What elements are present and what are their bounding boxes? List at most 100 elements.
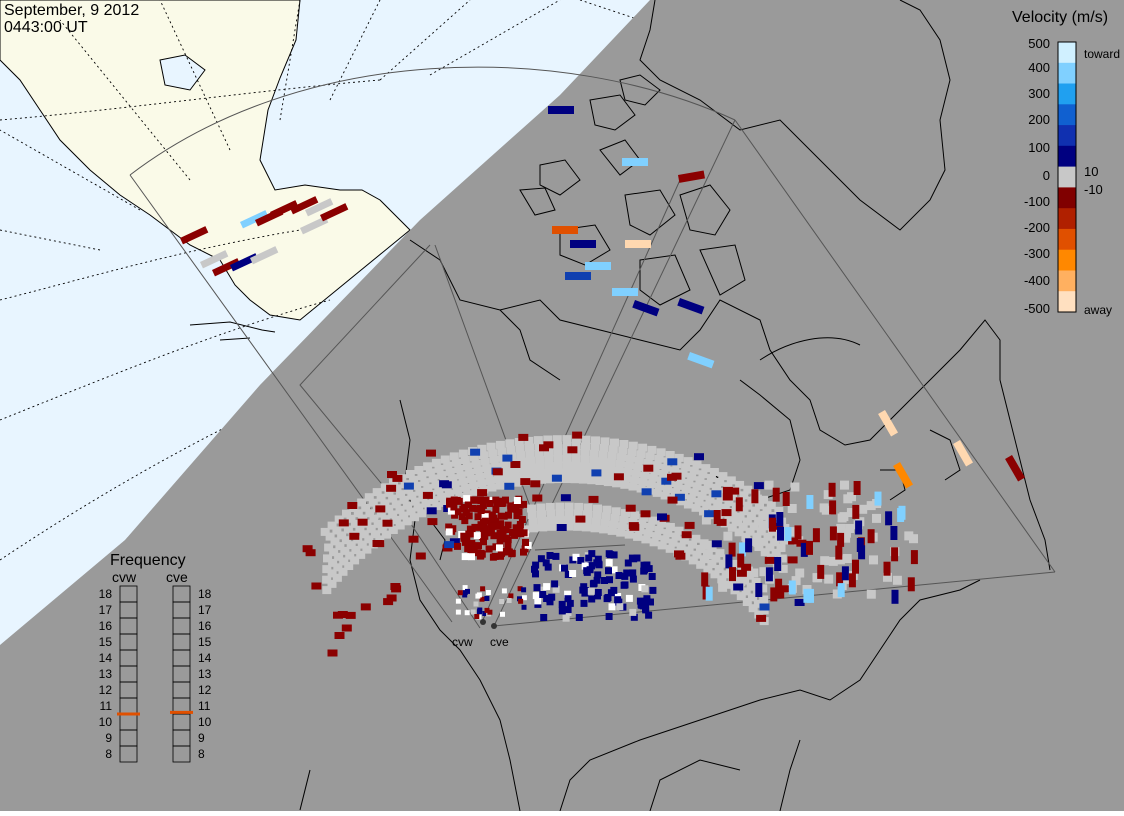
velocity-cell (794, 525, 802, 540)
velocity-cell (338, 519, 349, 527)
ground-scatter-cell (395, 505, 405, 514)
velocity-cell (504, 542, 512, 549)
velocity-cell (490, 532, 498, 540)
ground-scatter-cell (610, 438, 619, 447)
velocity-cell (625, 240, 651, 248)
velocity-cell (383, 598, 394, 606)
ground-scatter-cell (421, 499, 431, 508)
velocity-cell (477, 607, 483, 613)
velocity-cell (641, 488, 652, 496)
ground-scatter-cell (380, 515, 390, 524)
ground-scatter-cell (742, 517, 752, 526)
ground-scatter-cell (701, 515, 711, 525)
velocity-cell (422, 491, 433, 499)
velocity-cell (408, 535, 419, 543)
ground-scatter-cell (748, 604, 758, 613)
velocity-cell (779, 585, 790, 593)
ground-scatter-cell (555, 515, 565, 524)
velocity-cell (836, 572, 844, 587)
velocity-cell (858, 545, 866, 560)
velocity-cell (828, 482, 836, 497)
ground-scatter-cell (612, 479, 622, 488)
ground-scatter-cell (606, 458, 616, 467)
ground-scatter-cell (714, 565, 724, 573)
velocity-cell (539, 444, 549, 452)
ground-scatter-cell (333, 563, 343, 572)
velocity-cell (475, 593, 481, 599)
ground-scatter-cell (858, 504, 868, 514)
velocity-cell (794, 599, 805, 606)
ground-scatter-cell (545, 502, 555, 511)
velocity-cell (468, 539, 476, 547)
velocity-cell (567, 446, 578, 454)
velocity-cell (711, 490, 722, 498)
ground-scatter-cell (648, 473, 658, 482)
velocity-cell (777, 526, 784, 541)
velocity-cell (546, 552, 554, 559)
velocity-cell (606, 551, 614, 559)
velocity-cell (737, 553, 745, 568)
ground-scatter-cell (618, 446, 628, 455)
velocity-cell (577, 557, 585, 564)
velocity-cell (496, 535, 504, 543)
ground-scatter-cell (477, 479, 487, 488)
velocity-cell (614, 596, 622, 604)
ground-scatter-cell (344, 562, 354, 570)
velocity-cell (403, 482, 414, 490)
ground-scatter-cell (328, 558, 338, 567)
ground-scatter-cell (718, 582, 728, 592)
velocity-cell (613, 473, 624, 481)
ground-scatter-cell (452, 458, 461, 467)
ground-scatter-cell (701, 464, 711, 473)
ground-scatter-cell (399, 511, 409, 520)
ground-scatter-cell (491, 462, 501, 471)
velocity-tick-label: -400 (1024, 273, 1050, 288)
ground-scatter-cell (431, 458, 441, 467)
ground-scatter-cell (332, 526, 342, 535)
ground-scatter-cell (529, 524, 539, 533)
ground-scatter-cell (791, 576, 801, 586)
velocity-cell (803, 588, 811, 603)
ground-scatter-cell (778, 564, 788, 573)
ground-scatter-cell (724, 580, 733, 589)
ground-scatter-cell (842, 554, 852, 563)
ground-scatter-cell (717, 575, 727, 584)
ground-scatter-cell (663, 485, 672, 494)
ground-scatter-cell (473, 466, 483, 475)
velocity-swatch (1058, 187, 1076, 209)
velocity-cell (548, 106, 574, 114)
velocity-cell (462, 592, 468, 598)
velocity-cell (462, 509, 470, 517)
ground-scatter-cell (839, 512, 849, 522)
ground-scatter-cell (643, 529, 653, 538)
velocity-cell (806, 540, 813, 555)
ground-scatter-cell (707, 560, 717, 568)
ground-scatter-cell (652, 532, 662, 541)
velocity-toward-label: toward (1084, 47, 1120, 61)
velocity-away-label: away (1084, 303, 1112, 317)
ground-scatter-cell (361, 503, 371, 512)
ground-scatter-cell (368, 498, 378, 507)
velocity-cell (463, 495, 471, 503)
ground-scatter-cell (515, 444, 525, 453)
ground-scatter-cell (414, 503, 423, 512)
ground-scatter-cell (562, 614, 570, 622)
ground-scatter-cell (555, 502, 565, 511)
velocity-cell (516, 521, 524, 528)
ground-scatter-cell (759, 567, 769, 577)
ground-scatter-cell (597, 463, 607, 472)
velocity-cell (444, 541, 455, 549)
velocity-cell (677, 298, 705, 315)
velocity-cell (507, 502, 515, 510)
velocity-cell (489, 522, 497, 530)
ground-scatter-cell (846, 508, 856, 517)
ground-scatter-cell (571, 441, 581, 450)
ground-scatter-cell (758, 520, 768, 530)
velocity-cell (855, 520, 863, 535)
velocity-cell (386, 484, 397, 492)
ground-scatter-cell (322, 586, 332, 595)
ground-scatter-cell (598, 450, 608, 459)
velocity-cell (736, 569, 747, 577)
ground-scatter-cell (377, 525, 387, 534)
